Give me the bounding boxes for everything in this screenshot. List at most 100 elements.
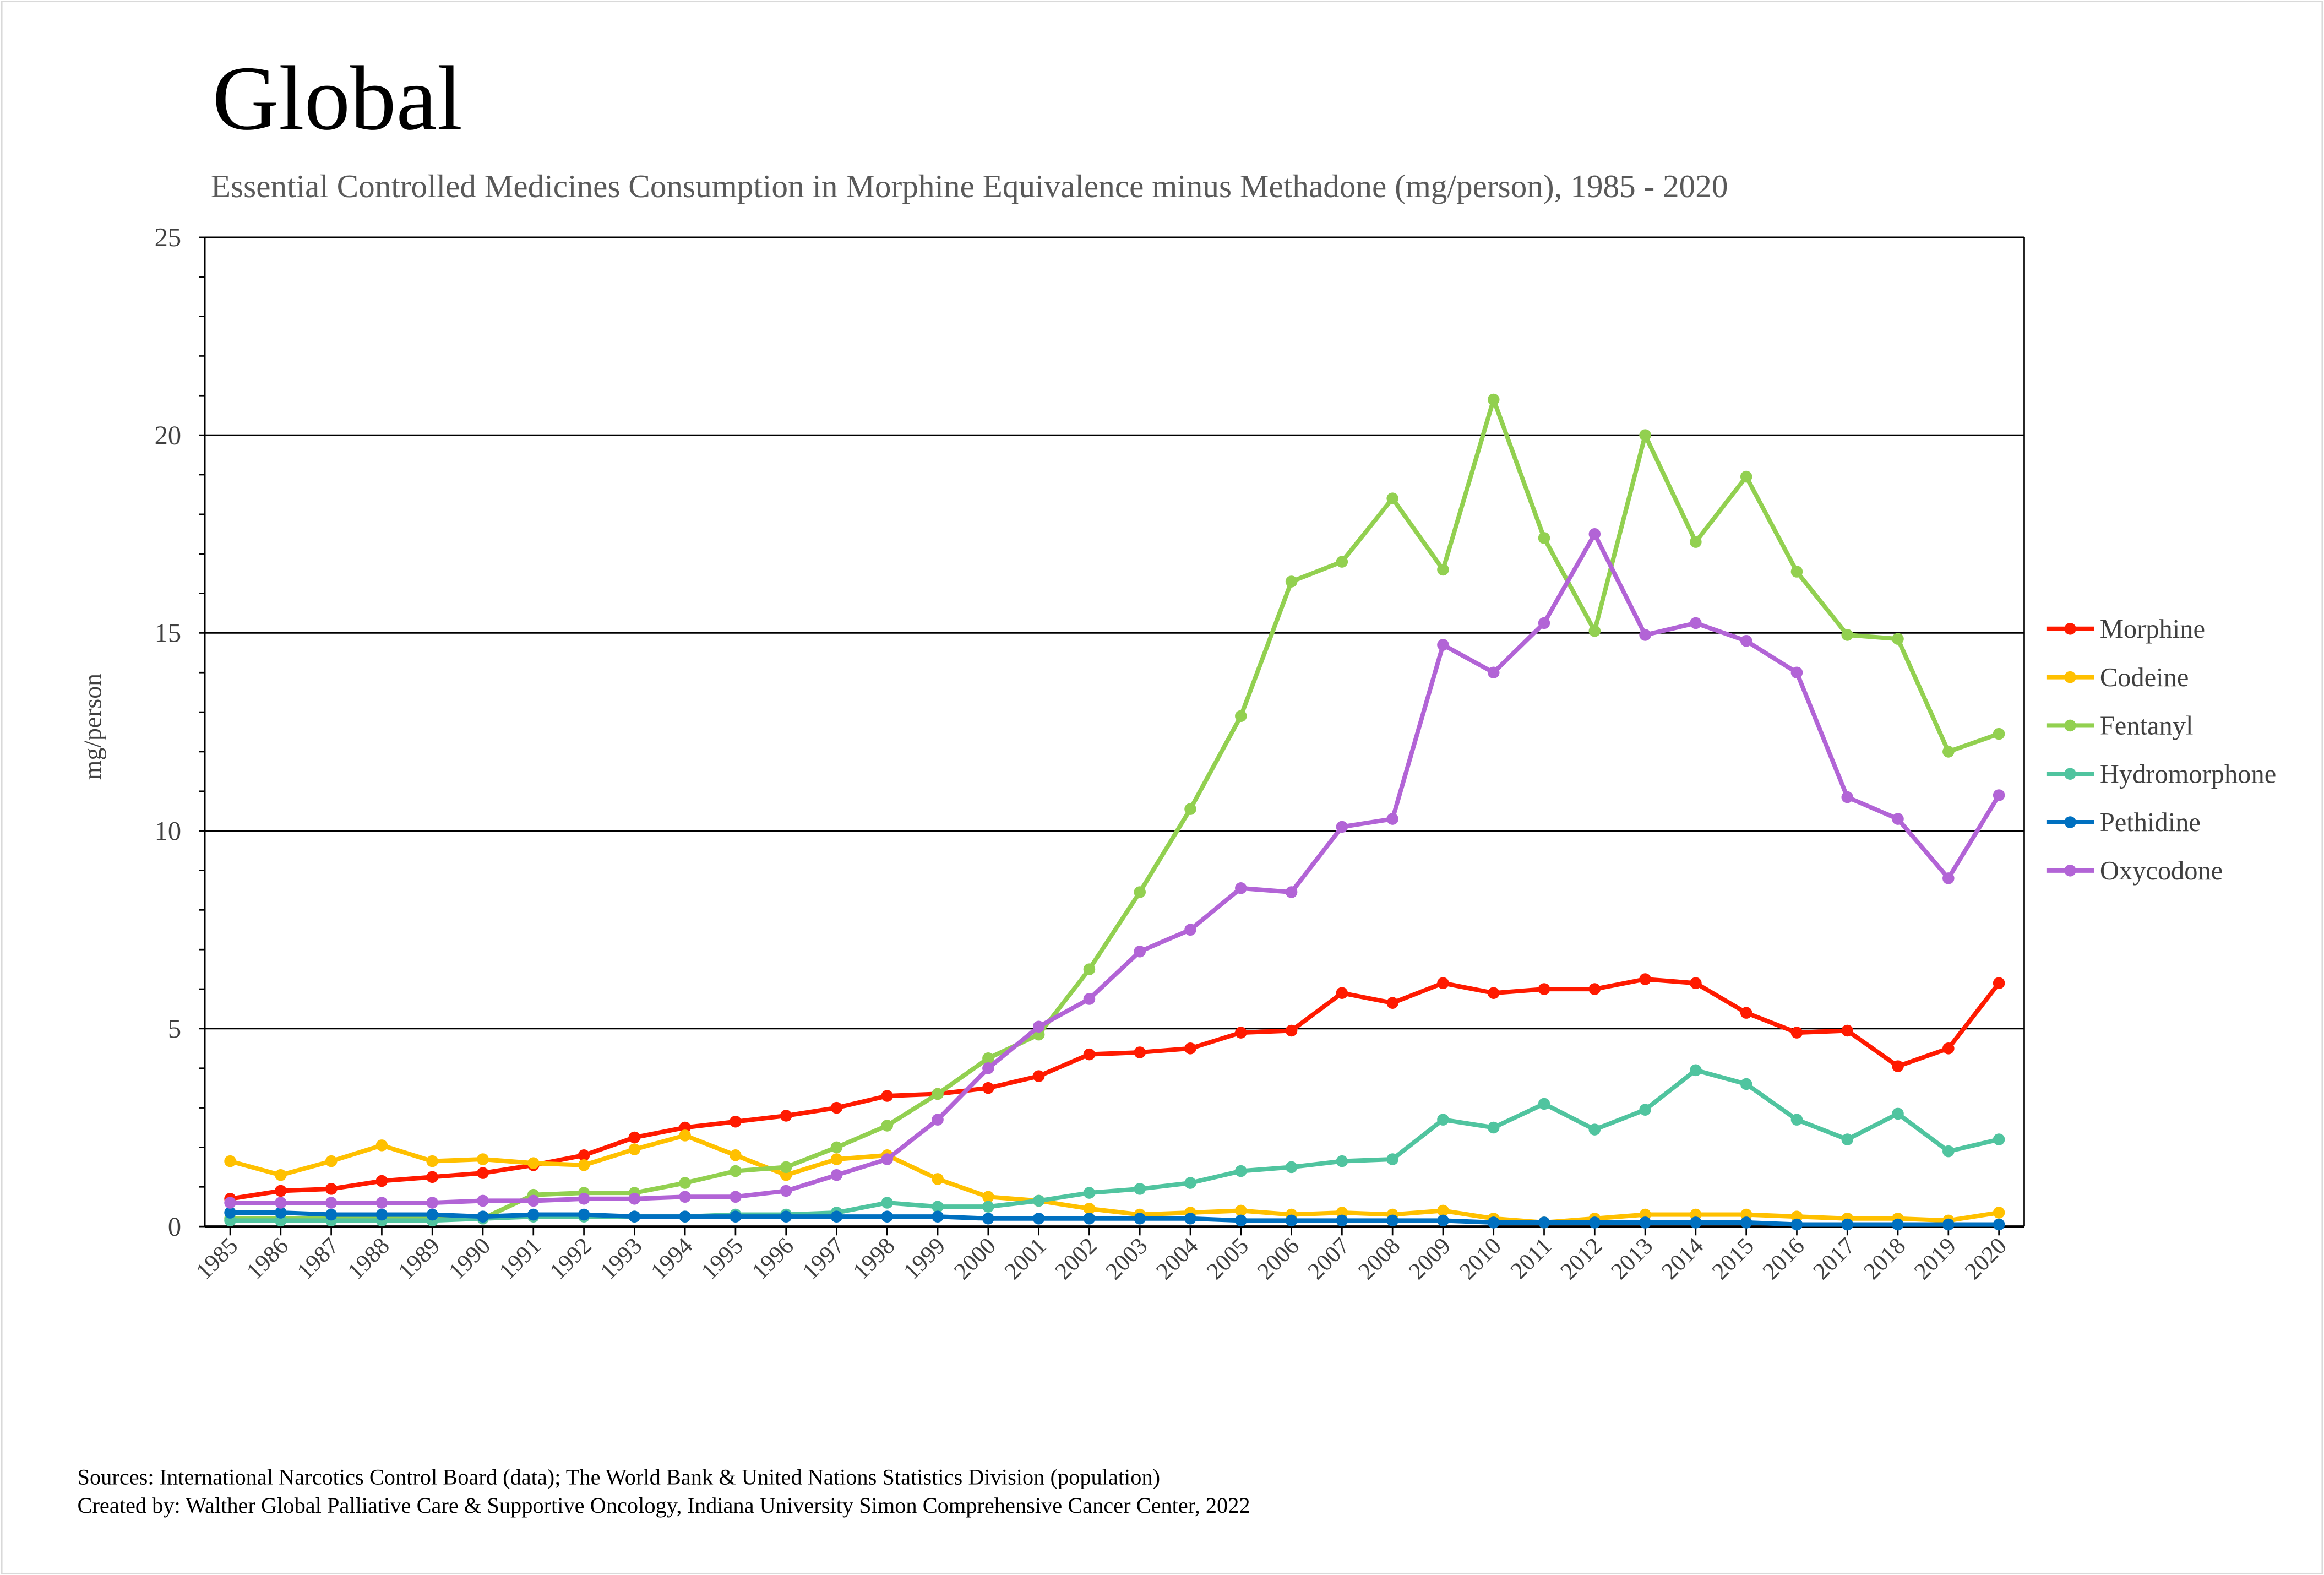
footer-created-by: Created by: Walther Global Palliative Ca… (78, 1493, 1250, 1518)
data-point (1184, 803, 1196, 815)
data-point (628, 1193, 641, 1205)
data-point (1083, 963, 1096, 975)
data-point (1690, 977, 1702, 990)
data-point (982, 1191, 994, 1203)
data-point (1083, 1203, 1096, 1215)
legend-label: Pethidine (2100, 808, 2201, 837)
data-point (1184, 1212, 1196, 1225)
data-point (1235, 1214, 1247, 1227)
data-point (780, 1110, 792, 1122)
data-point (1588, 528, 1601, 540)
legend-label: Fentanyl (2100, 712, 2194, 741)
data-point (1790, 666, 1803, 679)
data-point (527, 1194, 540, 1207)
data-point (1235, 1204, 1247, 1217)
legend-item-pethidine: Pethidine (2046, 808, 2201, 837)
data-point (1790, 1027, 1803, 1039)
data-point (527, 1208, 540, 1221)
data-point (1892, 1107, 1904, 1120)
series-line (230, 531, 2001, 1205)
data-point (1588, 1123, 1601, 1136)
legend-marker (2064, 816, 2076, 828)
data-point (275, 1197, 287, 1209)
data-point (932, 1201, 944, 1213)
data-point (426, 1197, 438, 1209)
data-point (679, 1210, 691, 1223)
data-point (1184, 1042, 1196, 1055)
legend-marker (2064, 719, 2076, 732)
data-point (1639, 1216, 1651, 1229)
data-point (830, 1141, 843, 1154)
data-point (1790, 1218, 1803, 1231)
data-point (830, 1101, 843, 1114)
data-point (1588, 1216, 1601, 1229)
data-point (1437, 1214, 1449, 1227)
data-point (982, 1052, 994, 1065)
data-point (1942, 1145, 1955, 1158)
data-point (881, 1090, 894, 1102)
data-point (1285, 886, 1298, 898)
data-point (730, 1165, 742, 1177)
data-point (1639, 629, 1651, 641)
data-point (1538, 617, 1550, 629)
data-point (1487, 987, 1500, 999)
series-line (230, 1210, 1999, 1227)
data-point (982, 1082, 994, 1094)
data-point (1386, 492, 1398, 504)
data-point (1336, 556, 1348, 568)
data-point (578, 1208, 590, 1221)
data-point (1892, 813, 1904, 825)
data-point (1235, 882, 1247, 894)
data-point (1993, 977, 2005, 990)
data-point (325, 1197, 338, 1209)
series-line (230, 977, 2001, 1201)
data-point (1437, 1204, 1449, 1217)
data-point (1386, 997, 1398, 1009)
data-point (477, 1194, 489, 1207)
data-point (426, 1208, 438, 1221)
data-point (1032, 1212, 1045, 1225)
data-point (830, 1153, 843, 1165)
data-point (325, 1155, 338, 1167)
legend-marker (2064, 768, 2076, 780)
data-point (1993, 727, 2005, 740)
data-point (1841, 791, 1854, 803)
data-point (1740, 470, 1752, 483)
y-tick-label: 10 (155, 817, 181, 846)
data-point (1487, 1216, 1500, 1229)
data-point (224, 1197, 236, 1209)
data-point (1083, 993, 1096, 1005)
data-point (1993, 1207, 2005, 1219)
data-point (1993, 789, 2005, 801)
data-point (1134, 1183, 1146, 1195)
data-point (628, 1210, 641, 1223)
data-point (1134, 946, 1146, 958)
data-point (881, 1210, 894, 1223)
data-point (1134, 1046, 1146, 1058)
data-point (730, 1115, 742, 1128)
data-point (1437, 639, 1449, 651)
data-point (780, 1185, 792, 1197)
data-point (275, 1169, 287, 1181)
data-point (578, 1193, 590, 1205)
data-point (1538, 532, 1550, 544)
data-point (1942, 1218, 1955, 1231)
data-point (1993, 1133, 2005, 1145)
data-point (982, 1062, 994, 1074)
data-point (1032, 1194, 1045, 1207)
data-point (1841, 1218, 1854, 1231)
data-point (426, 1155, 438, 1167)
data-point (1235, 1165, 1247, 1177)
legend-label: Oxycodone (2100, 856, 2223, 886)
data-point (1690, 1216, 1702, 1229)
series-morphine (224, 973, 2005, 1205)
data-point (1336, 987, 1348, 999)
data-point (679, 1129, 691, 1142)
data-point (1235, 710, 1247, 723)
footer-sources: Sources: International Narcotics Control… (78, 1465, 1161, 1490)
data-point (679, 1191, 691, 1203)
data-point (1285, 575, 1298, 588)
y-tick-label: 0 (168, 1212, 181, 1241)
data-point (1639, 973, 1651, 985)
